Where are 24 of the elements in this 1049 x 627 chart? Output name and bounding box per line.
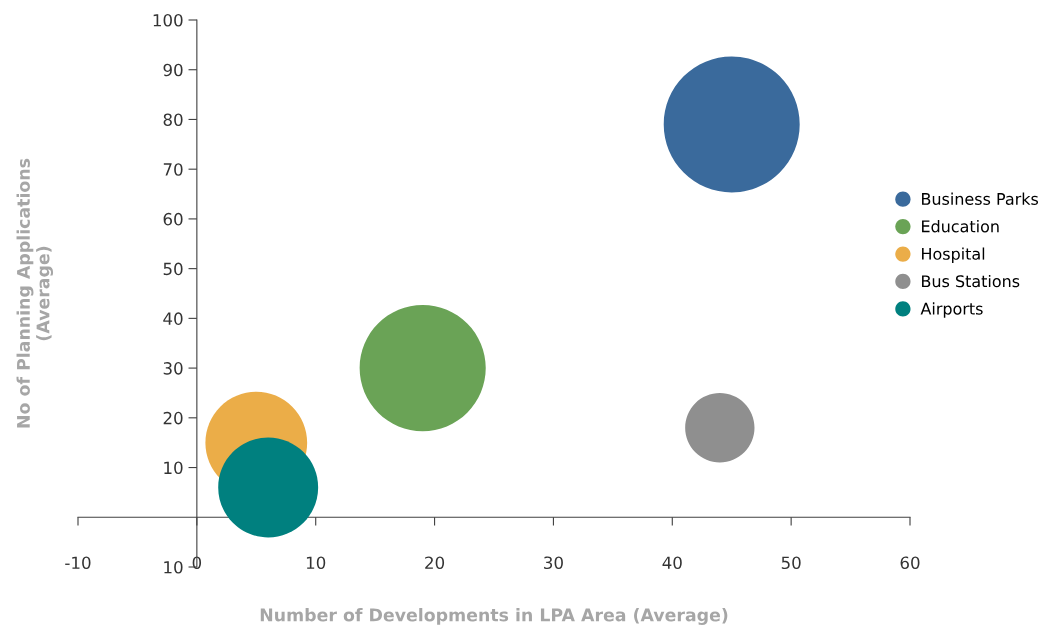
y-tick-label: 70 [163, 163, 183, 176]
legend-label: Bus Stations [922, 274, 1020, 288]
legend-label: Hospital [922, 247, 985, 263]
x-tick-label: 10 [306, 556, 326, 570]
x-axis-title: Number of Developments in LPA Area (Average) [260, 608, 728, 625]
y-axis-title: No of Planning Applications (Average) [16, 158, 54, 428]
legend-label: Airports [920, 302, 983, 318]
legend-label: Business Parks [922, 192, 1039, 205]
x-tick-label: 50 [781, 556, 801, 570]
y-tick-label: 20 [163, 411, 183, 425]
y-tick-label: 40 [163, 312, 183, 325]
x-tick-label: 20 [425, 556, 445, 570]
y-tick-label: 30 [163, 362, 183, 375]
y-tick-label: 90 [163, 63, 183, 77]
x-tick-label: 60 [900, 556, 920, 570]
y-tick-label: 50 [163, 262, 183, 276]
x-tick-label: 40 [662, 556, 682, 570]
y-tick-label: 10 [164, 461, 183, 475]
x-tick-label: 30 [544, 556, 563, 570]
x-tick-label: -10 [65, 556, 91, 570]
y-tick-label: 60 [163, 212, 183, 226]
legend-label: Education [922, 220, 999, 233]
y-tick-label: 100 [153, 13, 183, 27]
y-tick-label: 80 [163, 113, 183, 127]
